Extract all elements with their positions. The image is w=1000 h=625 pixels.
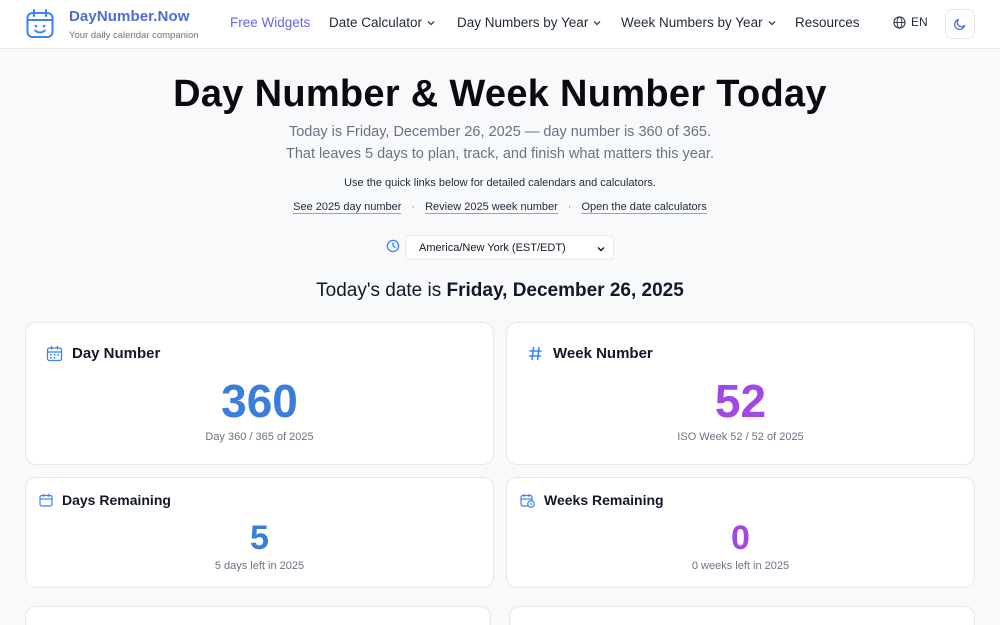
weeks-remaining-value: 0 [731,519,750,557]
today-prefix: Today's date is [316,280,442,301]
today-summary: Today is Friday, December 26, 2025 — day… [288,124,712,140]
moon-icon [953,18,966,31]
link-date-calculators[interactable]: Open the date calculators [581,201,707,214]
chevron-down-icon [427,20,435,25]
top-header: DayNumber.Now Your daily calendar compan… [0,0,1000,49]
nav-day-numbers-by-year[interactable]: Day Numbers by Year [457,15,602,30]
nav-label: Day Numbers by Year [457,15,589,30]
language-selector[interactable]: EN [893,15,928,29]
nav-label: Resources [795,15,860,30]
nav-resources[interactable]: Resources [795,15,860,30]
timezone-select[interactable]: America/New York (EST/EDT) [405,235,614,260]
card-title: Day Number [72,345,161,362]
nav-free-widgets[interactable]: Free Widgets [230,15,310,30]
card-header: Weeks Remaining [520,492,664,508]
week-number-card: Week Number 52 ISO Week 52 / 52 of 2025 [506,322,975,465]
calendar-icon [46,346,63,362]
nav-week-numbers-by-year[interactable]: Week Numbers by Year [621,15,777,30]
nav-date-calculator[interactable]: Date Calculator [329,15,436,30]
stats-card-partial [25,606,491,625]
days-remaining-value: 5 [250,519,269,557]
hash-icon [529,346,542,361]
globe-icon [893,15,906,29]
week-number-value: 52 [714,375,767,427]
card-title: Week Number [553,345,653,362]
calendar-face-icon[interactable] [26,9,54,39]
nav-label: Free Widgets [230,15,311,30]
weeks-remaining-card: Weeks Remaining 0 0 weeks left in 2025 [506,477,975,588]
quick-links-note: Use the quick links below for detailed c… [344,177,656,189]
brand-name[interactable]: DayNumber.Now [69,8,190,25]
card-header: Week Number [527,345,653,362]
theme-toggle-button[interactable] [945,9,975,39]
calendar-icon [39,493,53,507]
day-number-card: Day Number 360 Day 360 / 365 of 2025 [25,322,494,465]
card-title: Days Remaining [62,492,171,508]
card-title: Weeks Remaining [544,492,664,508]
card-header: Days Remaining [39,492,171,508]
days-remaining-card: Days Remaining 5 5 days left in 2025 [25,477,494,588]
nav-label: Week Numbers by Year [621,15,763,30]
chevron-down-icon [768,20,776,25]
day-number-caption: Day 360 / 365 of 2025 [205,431,314,443]
language-label: EN [911,15,928,29]
today-date-line: Today's date is Friday, December 26, 202… [0,280,1000,302]
clock-icon [386,239,400,253]
link-separator: · [411,201,416,213]
calendar-clock-icon [520,493,535,508]
card-header: Day Number [46,345,160,362]
today-date: Friday, December 26, 2025 [446,280,684,301]
chevron-down-icon [597,246,605,252]
day-number-value: 360 [221,375,298,427]
link-2025-day-number[interactable]: See 2025 day number [293,201,402,214]
days-left-summary: That leaves 5 days to plan, track, and f… [286,146,714,162]
chevron-down-icon [593,20,601,25]
days-remaining-caption: 5 days left in 2025 [214,560,305,572]
quick-links: See 2025 day number · Review 2025 week n… [0,201,1000,214]
timezone-value: America/New York (EST/EDT) [419,241,566,254]
week-number-caption: ISO Week 52 / 52 of 2025 [677,431,804,443]
link-separator: · [567,201,572,213]
brand-tagline: Your daily calendar companion [69,30,199,41]
page-title: Day Number & Week Number Today [173,73,827,115]
link-2025-week-number[interactable]: Review 2025 week number [425,201,558,214]
weeks-remaining-caption: 0 weeks left in 2025 [691,560,790,572]
stats-card-partial [509,606,975,625]
nav-label: Date Calculator [329,15,423,30]
